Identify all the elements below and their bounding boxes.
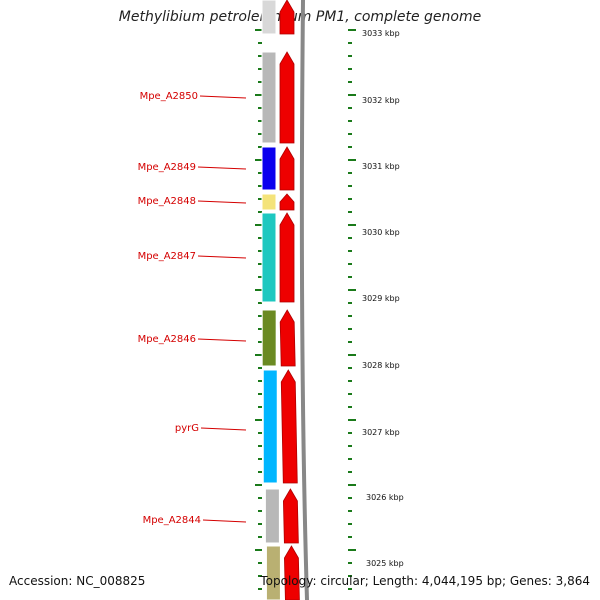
strand-arrow xyxy=(279,51,295,144)
backbone-line xyxy=(299,0,309,600)
accession-text: Accession: NC_008825 xyxy=(9,574,146,588)
kbp-label: 3029 kbp xyxy=(362,294,400,303)
kbp-label: 3030 kbp xyxy=(362,228,400,237)
gene-block xyxy=(264,488,280,544)
kbp-label: 3031 kbp xyxy=(362,162,400,171)
strand-arrow xyxy=(279,0,295,35)
gene-label: Mpe_A2844 xyxy=(143,515,201,526)
strand-arrow xyxy=(279,193,295,211)
backbone-path xyxy=(299,0,309,600)
strand-arrow xyxy=(279,146,295,191)
gene-label: pyrG xyxy=(175,423,199,434)
strand-arrow xyxy=(280,369,298,484)
gene-block xyxy=(261,212,277,303)
kbp-label: 3026 kbp xyxy=(366,493,404,502)
gene-block xyxy=(261,51,277,144)
kbp-label: 3033 kbp xyxy=(362,29,400,38)
left-tick-scale xyxy=(255,29,262,590)
gene-label: Mpe_A2846 xyxy=(138,334,196,345)
genome-title: Methylibium petroleiphilum PM1, complete… xyxy=(118,9,482,25)
strand-arrow xyxy=(279,212,295,303)
gene-label: Mpe_A2847 xyxy=(138,251,196,262)
label-leader xyxy=(197,166,247,170)
topology-text: Topology: circular; Length: 4,044,195 bp… xyxy=(260,574,590,588)
label-leader xyxy=(199,95,247,99)
strand-arrow xyxy=(284,545,300,600)
label-leader xyxy=(197,200,247,204)
right-tick-scale xyxy=(348,29,356,590)
gene-block xyxy=(261,309,277,367)
label-leader xyxy=(202,519,247,523)
gene-block xyxy=(261,193,277,211)
strand-arrows xyxy=(279,0,300,600)
kbp-label: 3032 kbp xyxy=(362,96,400,105)
kbp-labels: 3033 kbp 3032 kbp 3031 kbp 3030 kbp 3029 kbp… xyxy=(362,29,404,568)
strand-arrow xyxy=(279,309,296,367)
gene-block xyxy=(261,146,277,191)
label-leader xyxy=(200,427,247,431)
gene-label: Mpe_A2849 xyxy=(138,162,196,173)
label-leader xyxy=(197,255,247,259)
gene-color-blocks xyxy=(261,0,281,600)
kbp-label: 3028 kbp xyxy=(362,361,400,370)
label-leader xyxy=(197,338,247,342)
gene-label: Mpe_A2850 xyxy=(140,91,198,102)
gene-block xyxy=(261,0,277,35)
strand-arrow xyxy=(282,488,299,544)
gene-block xyxy=(265,545,281,600)
kbp-label: 3027 kbp xyxy=(362,428,400,437)
kbp-label: 3025 kbp xyxy=(366,559,404,568)
gene-label: Mpe_A2848 xyxy=(138,196,196,207)
gene-block xyxy=(262,369,278,484)
gene-labels: Mpe_A2850 Mpe_A2849 Mpe_A2848 Mpe_A2847 Mpe_… xyxy=(138,91,247,526)
